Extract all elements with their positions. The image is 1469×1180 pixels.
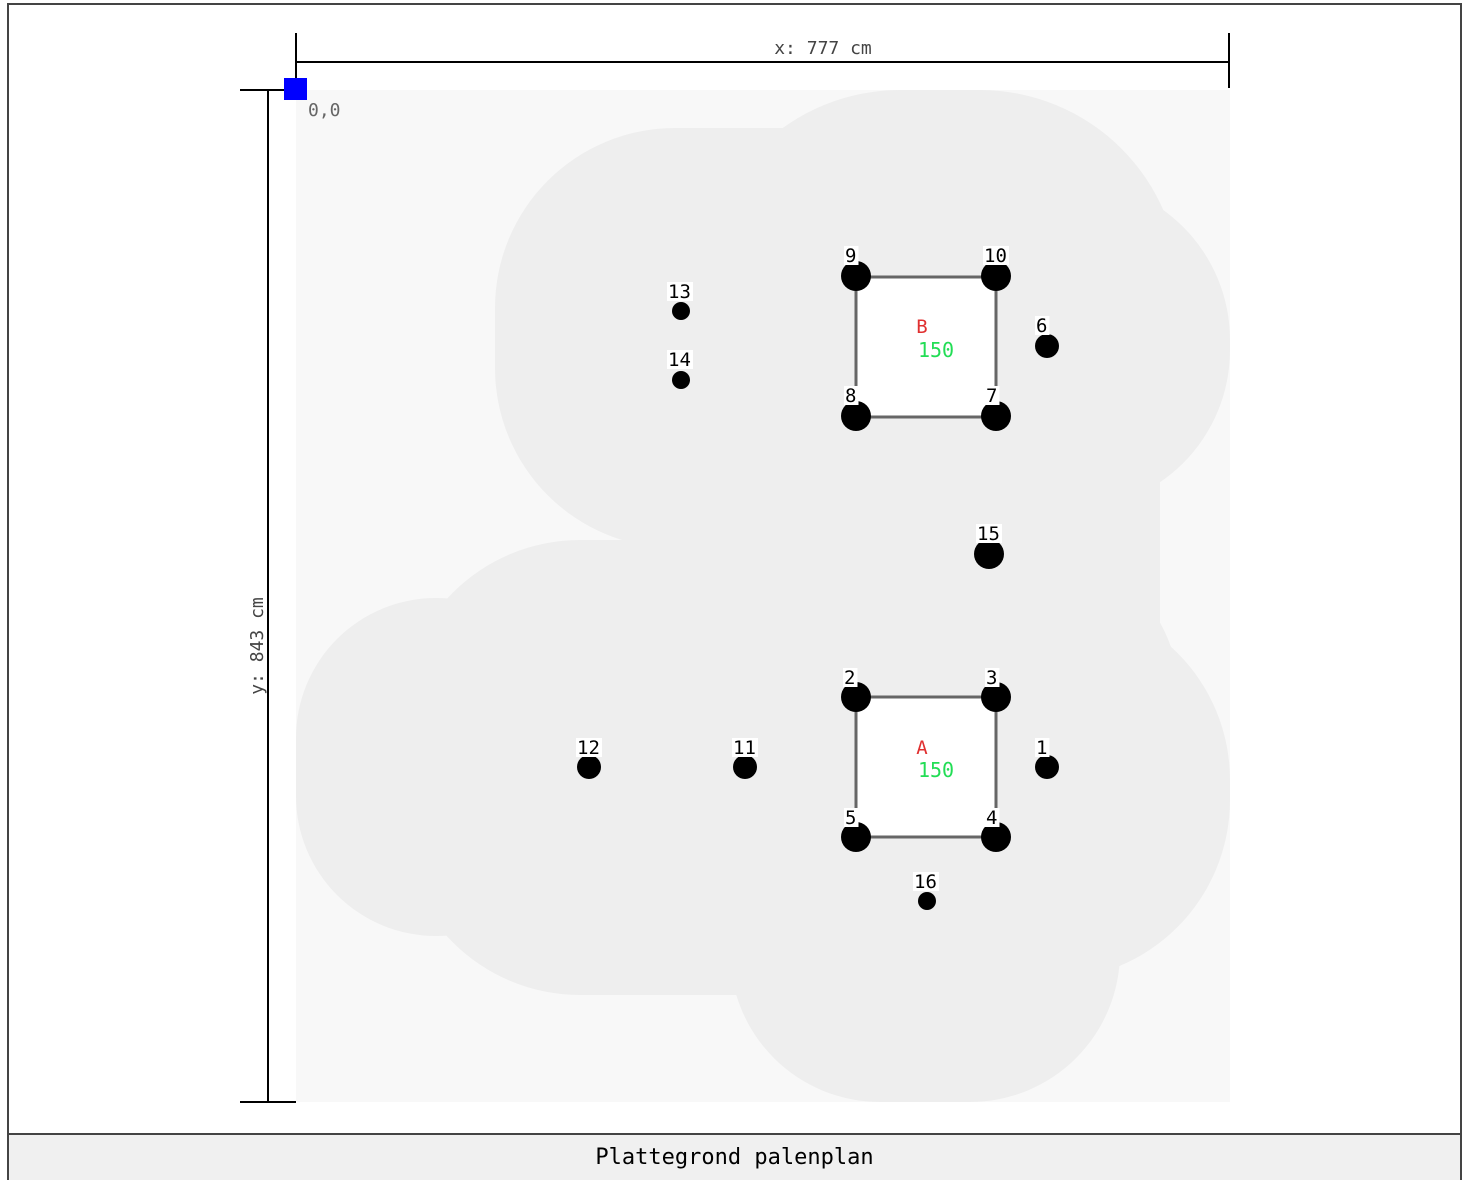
pile-label: 6: [1036, 315, 1047, 337]
pile-label: 1: [1036, 737, 1047, 759]
pile-label: 10: [984, 245, 1007, 267]
pile-1[interactable]: 1: [1035, 737, 1059, 779]
pile-7[interactable]: 7: [981, 385, 1011, 431]
pile-cap-size: 150: [918, 758, 954, 782]
pile-marker: [733, 755, 757, 779]
pile-cap-size: 150: [918, 338, 954, 362]
pile-label-background: [1035, 738, 1050, 757]
y-dimension-line: [240, 89, 296, 1103]
pile-label-background: [576, 738, 602, 757]
pile-label-background: [843, 668, 858, 687]
pile-label-background: [985, 668, 1000, 687]
origin-label: 0,0: [308, 100, 341, 121]
influence-zone: [296, 90, 1230, 1102]
pile-marker: [841, 401, 871, 431]
pile-label: 8: [845, 385, 856, 407]
pile-marker: [841, 261, 871, 291]
pile-14[interactable]: 14: [667, 349, 693, 389]
pile-marker: [1035, 334, 1059, 358]
pile-label-background: [985, 386, 1000, 405]
plan-caption: Plattegrond palenplan: [7, 1133, 1462, 1180]
pile-label: 11: [733, 737, 756, 759]
pile-label: 12: [577, 737, 600, 759]
pile-15[interactable]: 15: [974, 523, 1004, 569]
pile-11[interactable]: 11: [732, 737, 758, 779]
pile-marker: [577, 755, 601, 779]
pile-label: 5: [845, 807, 856, 829]
pile-label: 16: [914, 871, 937, 893]
pile-13[interactable]: 13: [667, 281, 693, 320]
pile-2[interactable]: 2: [841, 667, 871, 712]
pile-label: 7: [986, 385, 997, 407]
pile-marker: [672, 371, 690, 389]
pile-9[interactable]: 9: [841, 245, 871, 291]
pile-cap-name: B: [916, 316, 927, 338]
pile-10[interactable]: 10: [981, 245, 1011, 291]
pile-marker: [1035, 755, 1059, 779]
pile-label-background: [844, 808, 859, 827]
pile-label: 9: [845, 245, 856, 267]
pile-8[interactable]: 8: [841, 385, 871, 431]
pile-label: 4: [986, 807, 997, 829]
pile-marker: [981, 401, 1011, 431]
pile-cap-B[interactable]: B 150: [854, 275, 998, 419]
pile-6[interactable]: 6: [1035, 315, 1059, 358]
pile-label: 14: [668, 349, 691, 371]
pile-marker: [981, 822, 1011, 852]
pile-plan-drawing: x: 777 cm y: 843 cm 0,0 B 150 A 150 12 34…: [240, 33, 1230, 1103]
pile-4[interactable]: 4: [981, 807, 1011, 852]
pile-marker: [841, 822, 871, 852]
x-dimension-line: [295, 33, 1230, 90]
pile-label-background: [976, 524, 1002, 543]
pile-label-background: [667, 282, 693, 301]
pile-marker: [918, 892, 936, 910]
pile-label-background: [913, 872, 939, 891]
pile-5[interactable]: 5: [841, 807, 871, 852]
origin-marker[interactable]: [284, 78, 307, 100]
pile-label-background: [667, 350, 693, 369]
y-dimension-label: y: 843 cm: [247, 597, 268, 695]
pile-cap-A[interactable]: A 150: [854, 695, 998, 839]
pile-3[interactable]: 3: [981, 667, 1011, 712]
pile-12[interactable]: 12: [576, 737, 602, 779]
pile-marker: [974, 539, 1004, 569]
pile-marker: [841, 682, 871, 712]
pile-label-background: [985, 808, 1000, 827]
pile-label-background: [983, 246, 1009, 265]
pile-marker: [672, 302, 690, 320]
pile-cap-name: A: [916, 737, 928, 759]
pile-label-background: [844, 386, 859, 405]
pile-label-background: [844, 246, 859, 265]
pile-label-background: [1035, 316, 1050, 335]
pile-label-background: [732, 738, 758, 757]
pile-label: 13: [668, 281, 691, 303]
pile-marker: [981, 261, 1011, 291]
pile-label: 15: [977, 523, 1000, 545]
pile-label: 3: [986, 667, 997, 689]
x-dimension-label: x: 777 cm: [774, 38, 872, 59]
pile-label: 2: [844, 667, 855, 689]
pile-16[interactable]: 16: [913, 871, 939, 910]
pile-marker: [981, 682, 1011, 712]
